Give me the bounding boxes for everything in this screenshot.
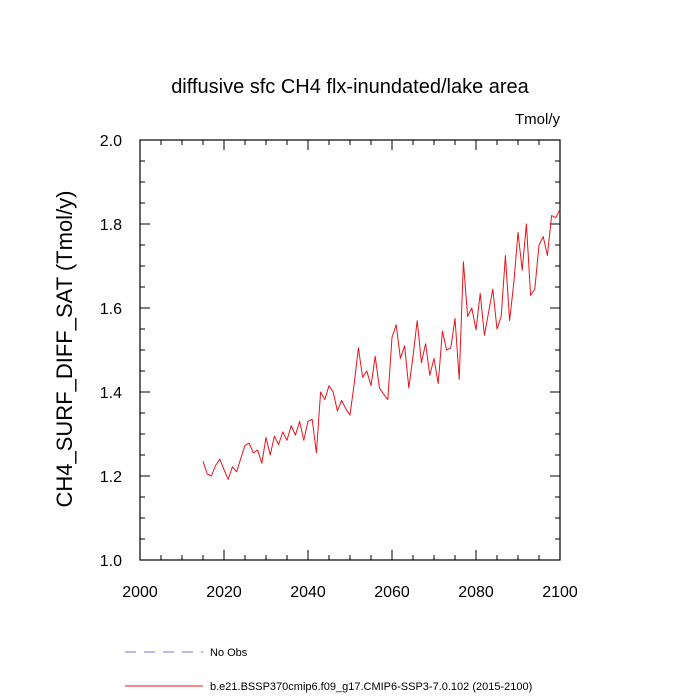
y-tick-label: 1.0 xyxy=(100,553,122,570)
units-label: Tmol/y xyxy=(515,111,561,128)
legend-label: b.e21.BSSP370cmip6.f09_g17.CMIP6-SSP3-7.… xyxy=(210,681,532,693)
x-tick-label: 2080 xyxy=(458,584,494,601)
y-tick-label: 1.4 xyxy=(100,385,122,402)
chart-title: diffusive sfc CH4 flx-inundated/lake are… xyxy=(171,76,529,98)
legend: No Obs b.e21.BSSP370cmip6.f09_g17.CMIP6-S… xyxy=(125,647,532,693)
plot-frame xyxy=(139,139,561,561)
y-tick-label: 1.6 xyxy=(100,301,122,318)
x-tick-label: 2040 xyxy=(290,584,326,601)
legend-label: No Obs xyxy=(210,647,248,659)
y-tick-label: 2.0 xyxy=(100,133,122,150)
x-tick-label: 2100 xyxy=(542,584,578,601)
x-tick-label: 2000 xyxy=(122,584,158,601)
series-line xyxy=(202,209,561,480)
x-tick-label: 2060 xyxy=(374,584,410,601)
x-tick-label: 2020 xyxy=(206,584,242,601)
plot-area: 2000 2020 2040 2060 2080 2100 1.0 1.2 1.4 1.6 1.8 2… xyxy=(100,133,578,601)
y-tick-label: 1.2 xyxy=(100,469,122,486)
y-tick-label: 1.8 xyxy=(100,217,122,234)
y-axis-label: CH4_SURF_DIFF_SAT (Tmol/y) xyxy=(52,190,77,507)
